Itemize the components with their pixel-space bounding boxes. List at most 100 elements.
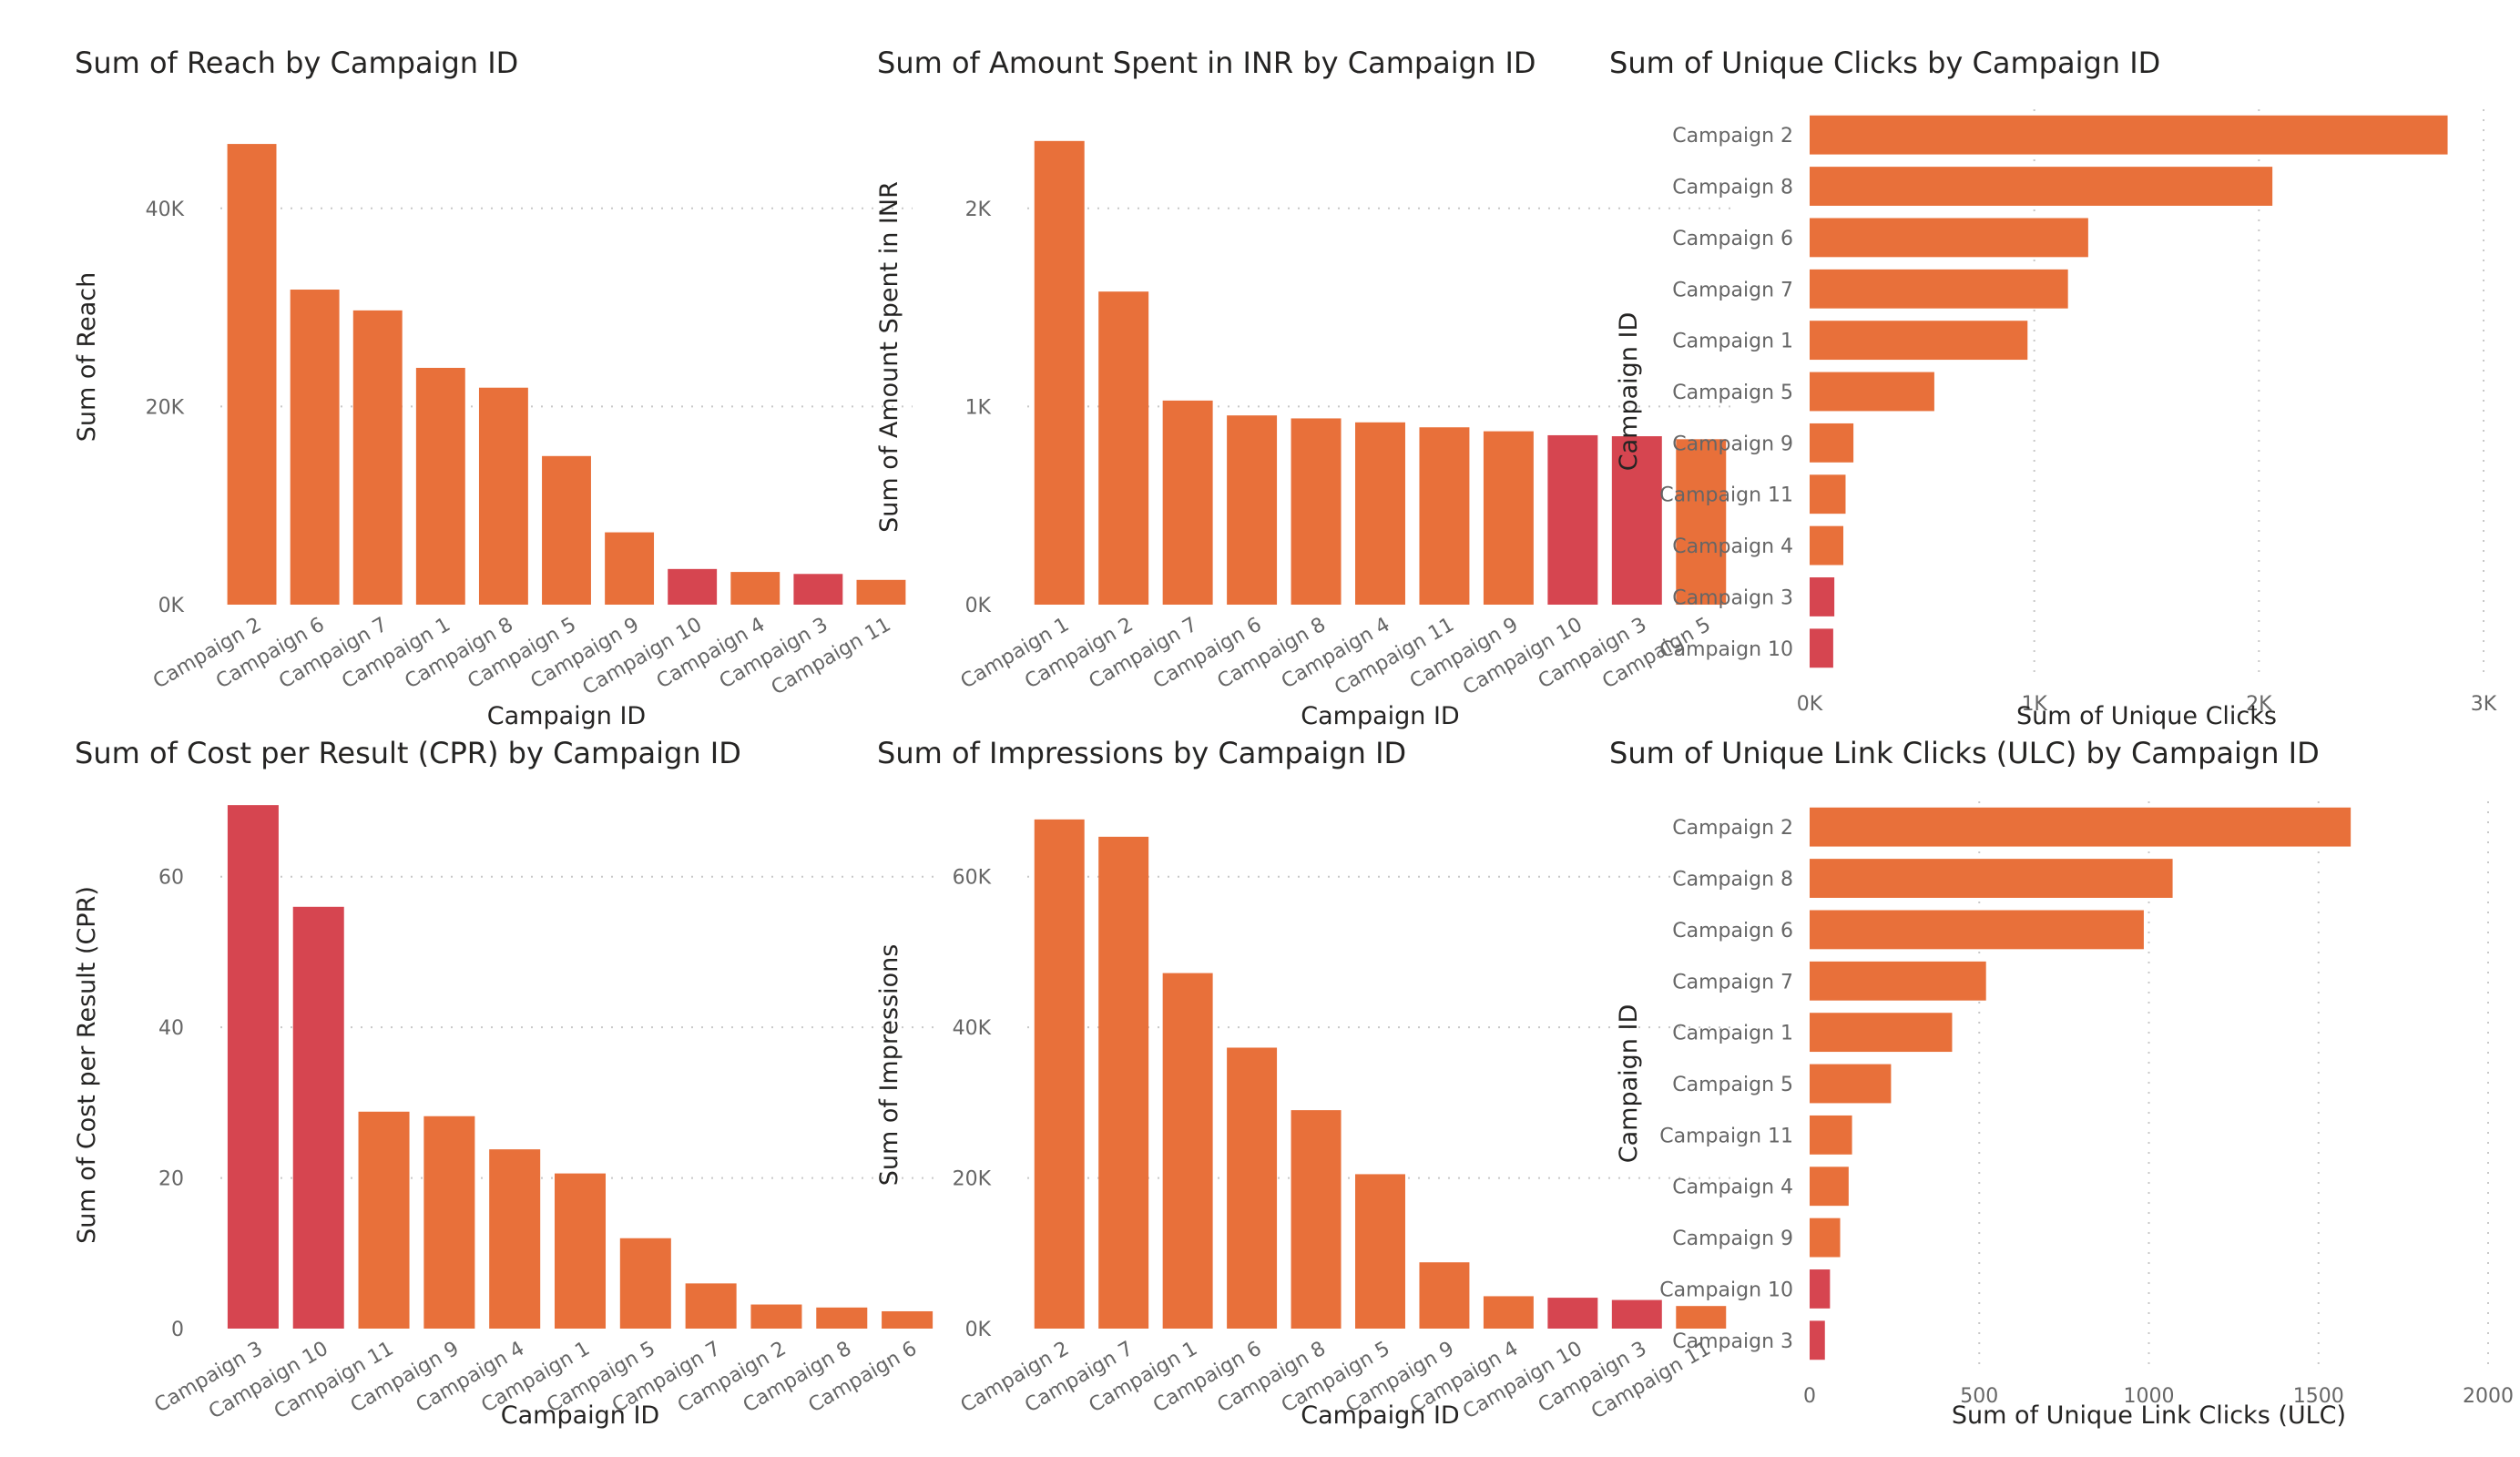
bar: [478, 387, 528, 605]
y-tick-label: 40K: [146, 199, 185, 221]
x-tick-label: 1K: [2021, 693, 2047, 716]
y-tick-label: Campaign 5: [1672, 1074, 1793, 1096]
y-tick-label: Campaign 3: [1672, 586, 1793, 609]
y-tick-label: Campaign 10: [1659, 1279, 1793, 1301]
bar: [489, 1149, 541, 1329]
x-axis-title: Sum of Unique Clicks: [2016, 702, 2277, 730]
x-tick-label: 500: [1960, 1385, 1998, 1408]
bar: [1810, 269, 2068, 309]
y-tick-label: Campaign 2: [1672, 817, 1793, 840]
x-tick-label: 1000: [2124, 1385, 2175, 1408]
bar: [856, 579, 906, 605]
bar: [750, 1304, 802, 1329]
bar: [816, 1307, 868, 1329]
bar: [685, 1283, 737, 1329]
bar: [1547, 434, 1598, 605]
y-tick-label: Campaign 7: [1672, 279, 1793, 301]
y-tick-label: 0: [171, 1319, 184, 1341]
bar: [1483, 431, 1534, 605]
bar: [227, 144, 277, 605]
bar: [1810, 115, 2448, 155]
bar: [1676, 1306, 1727, 1329]
y-tick-label: 1K: [965, 396, 992, 419]
bar: [1810, 1269, 1831, 1309]
bar: [358, 1111, 410, 1329]
bar: [423, 1116, 475, 1329]
bar: [1810, 1013, 1953, 1053]
x-tick-label: 3K: [2471, 693, 2497, 716]
bar: [668, 568, 718, 605]
y-tick-label: 0K: [158, 595, 185, 617]
y-tick-label: Campaign 8: [1672, 177, 1793, 199]
y-tick-label: 0K: [965, 595, 992, 617]
y-axis-title: Sum of Cost per Result (CPR): [73, 886, 101, 1244]
y-tick-label: 60K: [953, 867, 992, 890]
bar: [1810, 1218, 1841, 1258]
x-axis-title: Campaign ID: [487, 702, 646, 730]
bar: [542, 455, 591, 605]
y-tick-label: Campaign 6: [1672, 228, 1793, 250]
y-tick-label: Campaign 10: [1659, 638, 1793, 661]
x-tick-label: 2000: [2463, 1385, 2514, 1408]
bar: [1162, 400, 1213, 605]
bar: [290, 290, 340, 605]
y-axis-title: Sum of Reach: [73, 272, 101, 442]
bar: [1810, 321, 2028, 361]
bar: [1034, 140, 1085, 605]
y-tick-label: 40K: [953, 1017, 992, 1040]
bar: [1098, 291, 1149, 605]
y-tick-label: Campaign 9: [1672, 433, 1793, 455]
y-tick-label: Campaign 2: [1672, 125, 1793, 148]
bar: [1810, 525, 1843, 565]
bar: [730, 572, 780, 605]
bar: [1810, 474, 1846, 515]
x-axis-title: Campaign ID: [501, 1401, 659, 1430]
bar: [1034, 819, 1085, 1329]
bar: [1810, 807, 2352, 847]
bar: [1611, 1299, 1662, 1329]
bar: [1810, 628, 1833, 668]
x-axis-title: Campaign ID: [1301, 1401, 1459, 1430]
bar: [1098, 836, 1149, 1329]
amount-spent-chart-panel[interactable]: Sum of Amount Spent in INR by Campaign I…: [875, 46, 1733, 738]
bar: [1810, 577, 1835, 616]
bar: [352, 310, 403, 605]
unique-clicks-chart-panel[interactable]: Sum of Unique Clicks by Campaign ID 0K 1K…: [1609, 46, 2497, 738]
ulc-chart: 0 500 1000 1500 2000 Campaign 2 Campaign 8 Camp…: [1615, 801, 2514, 1430]
bar: [605, 532, 655, 605]
y-tick-label: Campaign 11: [1659, 1125, 1793, 1147]
y-tick-label: 60: [158, 867, 184, 890]
bar: [1162, 973, 1213, 1329]
y-tick-label: 0K: [965, 1319, 992, 1341]
y-axis-title: Campaign ID: [1615, 312, 1643, 471]
reach-chart-panel[interactable]: Sum of Reach by Campaign ID 0K 20K 40K Camp…: [73, 46, 913, 738]
bar: [1483, 1296, 1534, 1329]
bar: [1355, 422, 1405, 605]
x-axis-title: Sum of Unique Link Clicks (ULC): [1952, 1401, 2346, 1430]
bar: [1810, 372, 1934, 412]
impressions-chart-panel[interactable]: Sum of Impressions by Campaign ID 0K 20K 4…: [875, 736, 1733, 1437]
chart-title: Sum of Unique Clicks by Campaign ID: [1609, 46, 2161, 80]
ulc-chart-panel[interactable]: Sum of Unique Link Clicks (ULC) by Campa…: [1609, 736, 2514, 1437]
bar: [1810, 859, 2173, 898]
y-tick-label: 40: [158, 1017, 184, 1040]
bar: [1227, 415, 1278, 605]
y-tick-label: Campaign 8: [1672, 869, 1793, 892]
y-tick-label: Campaign 1: [1672, 331, 1793, 353]
bar: [1291, 1110, 1342, 1329]
chart-title: Sum of Impressions by Campaign ID: [877, 736, 1407, 770]
chart-title: Sum of Reach by Campaign ID: [75, 46, 519, 80]
x-tick-label: 0: [1803, 1385, 1816, 1408]
y-tick-label: Campaign 4: [1672, 1177, 1793, 1199]
bar: [1419, 427, 1470, 605]
bar: [1810, 1320, 1825, 1360]
bar: [1810, 1115, 1852, 1155]
y-axis-title: Sum of Amount Spent in INR: [875, 181, 903, 533]
bar: [1419, 1262, 1470, 1329]
cpr-chart-panel[interactable]: Sum of Cost per Result (CPR) by Campaign…: [73, 736, 940, 1437]
bar: [1810, 218, 2088, 258]
bar: [554, 1173, 607, 1329]
chart-title: Sum of Unique Link Clicks (ULC) by Campa…: [1609, 736, 2320, 770]
